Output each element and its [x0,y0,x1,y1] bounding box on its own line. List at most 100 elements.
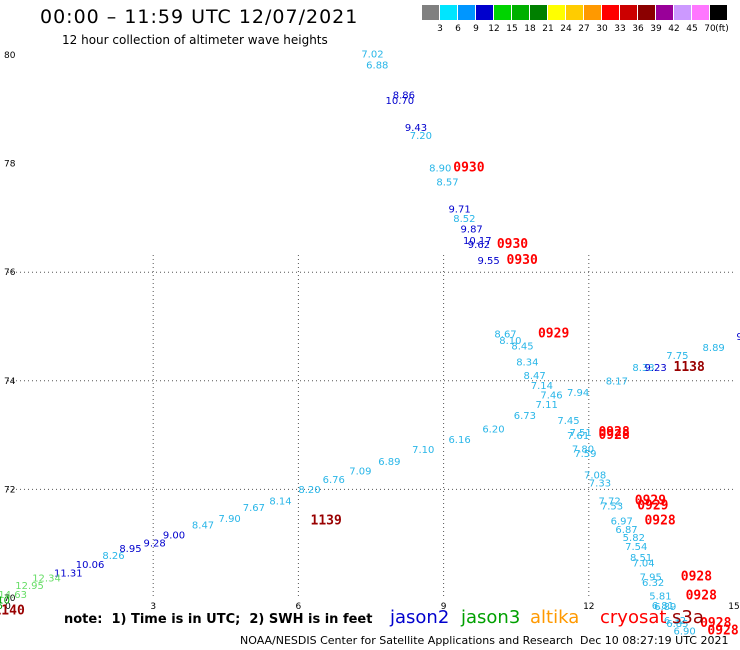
wave-height-label: 8.10 [499,336,521,347]
legend-jason2: jason2 [390,607,450,628]
pass-time-label: 0928 [686,589,717,604]
wave-height-label: 6.20 [482,424,504,435]
wave-height-label: 9. [736,332,740,343]
data-labels: 7.026.888.8610.709.437.208.908.579.718.5… [0,50,740,639]
wave-height-label: 8.89 [703,343,725,354]
scale-label: 42 [668,24,680,34]
pass-time-label: 0928 [644,514,675,529]
wave-height-label: 7.20 [410,131,432,142]
footer-credit: NOAA/NESDIS Center for Satellite Applica… [240,634,574,647]
wave-height-label: 7.33 [589,479,611,490]
pass-time-label: 1139 [311,514,342,529]
wave-height-label: 7.54 [625,542,647,553]
x-tick-label: 9 [441,602,447,612]
scale-swatch [656,5,673,20]
scale-swatch [674,5,691,20]
wave-height-label: 6.90 [674,626,696,637]
scale-swatch [476,5,493,20]
wave-height-label: 7.95 [640,573,662,584]
scale-swatch [548,5,565,20]
scale-swatch [566,5,583,20]
scale-swatch [440,5,457,20]
wave-height-label: 9.00 [163,530,185,541]
wave-height-label: 14.63 [0,590,27,601]
wave-height-label: 7.53 [601,501,623,512]
wave-height-label: 7.51 [569,428,591,439]
scale-label: 70 [704,24,716,34]
scale-label: 27 [578,24,590,34]
wave-height-label: 9.71 [448,204,470,215]
scale-label: 6 [455,24,461,34]
x-tick-label: 6 [296,602,302,612]
legend-s3a: s3a [672,607,704,628]
wave-height-label: 9.23 [644,363,666,374]
wave-height-label: 6.87 [615,525,637,536]
legend-altika: altika [530,607,580,628]
page-title: 00:00 – 11:59 UTC 12/07/2021 [40,6,359,28]
wave-height-label: 7.08 [584,471,606,482]
wave-height-label: 7.02 [361,50,383,61]
y-tick-label: 72 [4,485,15,495]
wave-height-label: 6.32 [664,616,686,627]
wave-height-label: 6.88 [366,61,388,72]
wave-height-label: 7.46 [540,391,562,402]
scale-swatch [494,5,511,20]
wave-height-label: 12.95 [15,581,44,592]
scale-swatch [602,5,619,20]
wave-height-label: 8.52 [453,214,475,225]
wave-height-label: 5.81 [649,592,671,603]
wave-height-label: 8.51 [630,553,652,564]
wave-height-label: 8.90 [429,164,451,175]
wave-height-label: 6.76 [323,475,345,486]
wave-height-label: 7.75 [666,351,688,362]
wave-height-label: 8.14 [269,497,291,508]
wave-height-label: 8.26 [102,551,124,562]
pass-time-label: 1138 [674,360,705,375]
scale-label: 39 [650,24,662,34]
pass-time-label: 0928 [598,428,629,443]
x-tick-label: 3 [150,602,156,612]
scale-swatch [584,5,601,20]
scale-label: 3 [437,24,443,34]
scale-label: 9 [473,24,479,34]
wave-height-label: 7.09 [349,467,371,478]
scale-swatch [512,5,529,20]
scale-label: 30 [596,24,608,34]
grid-lines [8,255,734,598]
wave-height-label: 7.61 [567,431,589,442]
wave-height-label: 8.95 [119,544,141,555]
wave-height-label: 8.34 [516,358,538,369]
wave-height-label: 8.47 [523,371,545,382]
axis-ticks: 0 3 6 9 12 15 70 72 74 76 78 80 [4,51,740,612]
pass-time-label: 0928 [700,616,731,631]
wave-height-label: 6.97 [611,517,633,528]
legend-jason3: jason3 [461,607,521,628]
wave-height-label: 8.45 [511,341,533,352]
wave-height-label: 6.89 [654,602,676,613]
wave-height-label: 7.67 [243,503,265,514]
scale-swatch [620,5,637,20]
pass-time-label: 0930 [497,237,528,252]
wave-height-label: 8.67 [494,329,516,340]
wave-height-label: 9.43 [405,123,427,134]
wave-height-label: 9.28 [144,538,166,549]
x-tick-label: 12 [583,602,594,612]
scale-unit: (ft) [715,24,729,34]
scale-swatch [710,5,727,20]
wave-height-label: 6.89 [378,457,400,468]
scale-swatch [530,5,547,20]
scale-swatch [638,5,655,20]
footer-timestamp: Dec 10 08:27:19 UTC 2021 [580,634,729,647]
pass-time-label: 0929 [635,494,666,509]
pass-time-label: 1140 [0,603,25,618]
wave-height-label: 9.87 [461,225,483,236]
wave-height-label: 6.85 [666,619,688,630]
wave-height-label: 8.57 [436,177,458,188]
y-tick-label: 74 [4,377,16,387]
wave-height-label: 6.81 [652,601,674,612]
wave-height-label: 12.34 [32,574,61,585]
wave-height-label: 10.17 [463,236,492,247]
pass-time-label: 0928 [681,570,712,585]
wave-height-label: 8.17 [606,377,628,388]
